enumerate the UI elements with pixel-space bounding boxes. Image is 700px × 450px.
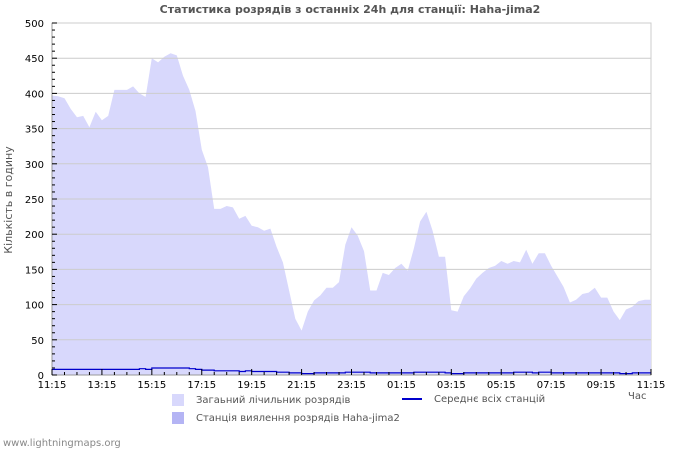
legend-swatch-station [172, 412, 184, 424]
x-tick-label: 05:15 [487, 380, 516, 391]
legend-item-average: Середнє всіх станцій [402, 394, 545, 405]
chart-title: Статистика розрядів з останніх 24h для с… [159, 3, 541, 16]
x-tick-label: 19:15 [237, 380, 266, 391]
x-tick-label: 15:15 [137, 380, 166, 391]
x-tick-label: 13:15 [88, 380, 117, 391]
y-tick-label: 450 [25, 54, 44, 65]
average-line [52, 367, 651, 375]
y-tick-label: 350 [25, 125, 44, 136]
x-tick-label: 07:15 [537, 380, 566, 391]
footer-link[interactable]: www.lightningmaps.org [3, 438, 121, 449]
legend-swatch-total [172, 394, 184, 406]
legend-line-average [402, 398, 422, 400]
x-tick-label: 11:15 [637, 380, 666, 391]
y-tick-label: 500 [25, 19, 44, 30]
x-tick-label: 03:15 [437, 380, 466, 391]
legend-item-station: Станція виялення розрядів Haha-jima2 [172, 412, 400, 424]
total-area [52, 53, 651, 376]
x-axis-label: Час [628, 391, 647, 402]
y-tick-label: 400 [25, 89, 44, 100]
legend-item-total: Загаьний лічильник розрядів [172, 394, 350, 406]
x-tick-label: 09:15 [587, 380, 616, 391]
x-tick-label: 21:15 [287, 380, 316, 391]
y-tick-label: 250 [25, 195, 44, 206]
x-tick-label: 17:15 [187, 380, 216, 391]
x-tick-label: 01:15 [387, 380, 416, 391]
x-tick-label: 11:15 [38, 380, 67, 391]
y-tick-label: 100 [25, 301, 44, 312]
y-tick-label: 200 [25, 230, 44, 241]
y-tick-label: 0 [38, 371, 44, 382]
y-tick-label: 50 [31, 336, 44, 347]
legend-label-average: Середнє всіх станцій [434, 394, 546, 405]
x-tick-label: 23:15 [337, 380, 366, 391]
y-axis-label: Кількість в годину [2, 146, 15, 254]
legend-label-total: Загаьний лічильник розрядів [196, 395, 351, 406]
legend-label-station: Станція виялення розрядів Haha-jima2 [196, 413, 400, 424]
y-tick-label: 300 [25, 160, 44, 171]
y-tick-label: 150 [25, 265, 44, 276]
